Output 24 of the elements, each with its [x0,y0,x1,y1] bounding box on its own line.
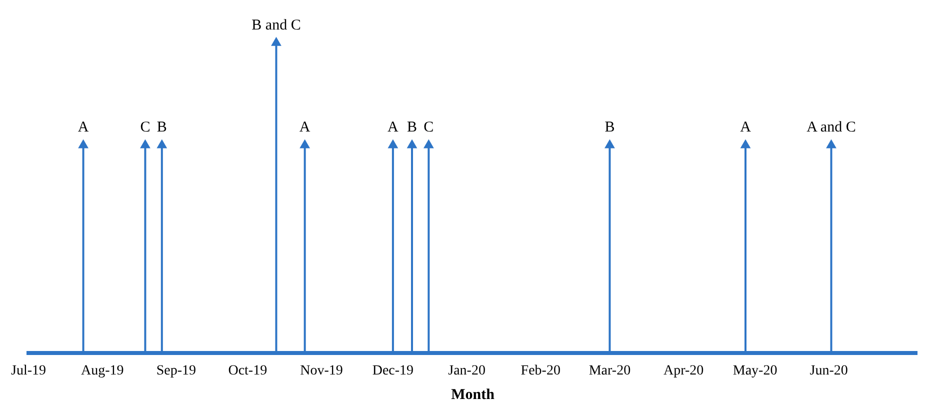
x-tick-label: Aug-19 [80,363,124,378]
x-axis-title: Month [451,386,496,403]
x-tick-label: Feb-20 [520,363,560,378]
annotation: A [78,120,89,136]
annotation: C [140,120,150,136]
annotation: B [156,120,167,136]
annotation: B [407,120,418,136]
x-tick-label: Jul-19 [11,363,46,378]
annotation: B [604,120,615,136]
x-tick-label: Sep-19 [156,363,196,378]
annotation: C [424,120,434,136]
x-tick-label: Nov-19 [300,363,343,378]
annotation: A [388,120,399,136]
x-tick-label: Dec-19 [372,363,414,378]
x-tick-label: Jan-20 [448,363,486,378]
x-tick-label: Mar-20 [588,363,631,378]
annotation: A [740,120,752,136]
annotation: A and C [806,120,856,136]
annotation: B and C [252,17,301,34]
x-tick-label: Jun-20 [810,363,848,378]
x-tick-label: May-20 [732,363,778,378]
x-tick-label: Apr-20 [663,363,704,378]
x-tick-label: Oct-19 [228,363,268,378]
annotation: A [299,120,310,136]
